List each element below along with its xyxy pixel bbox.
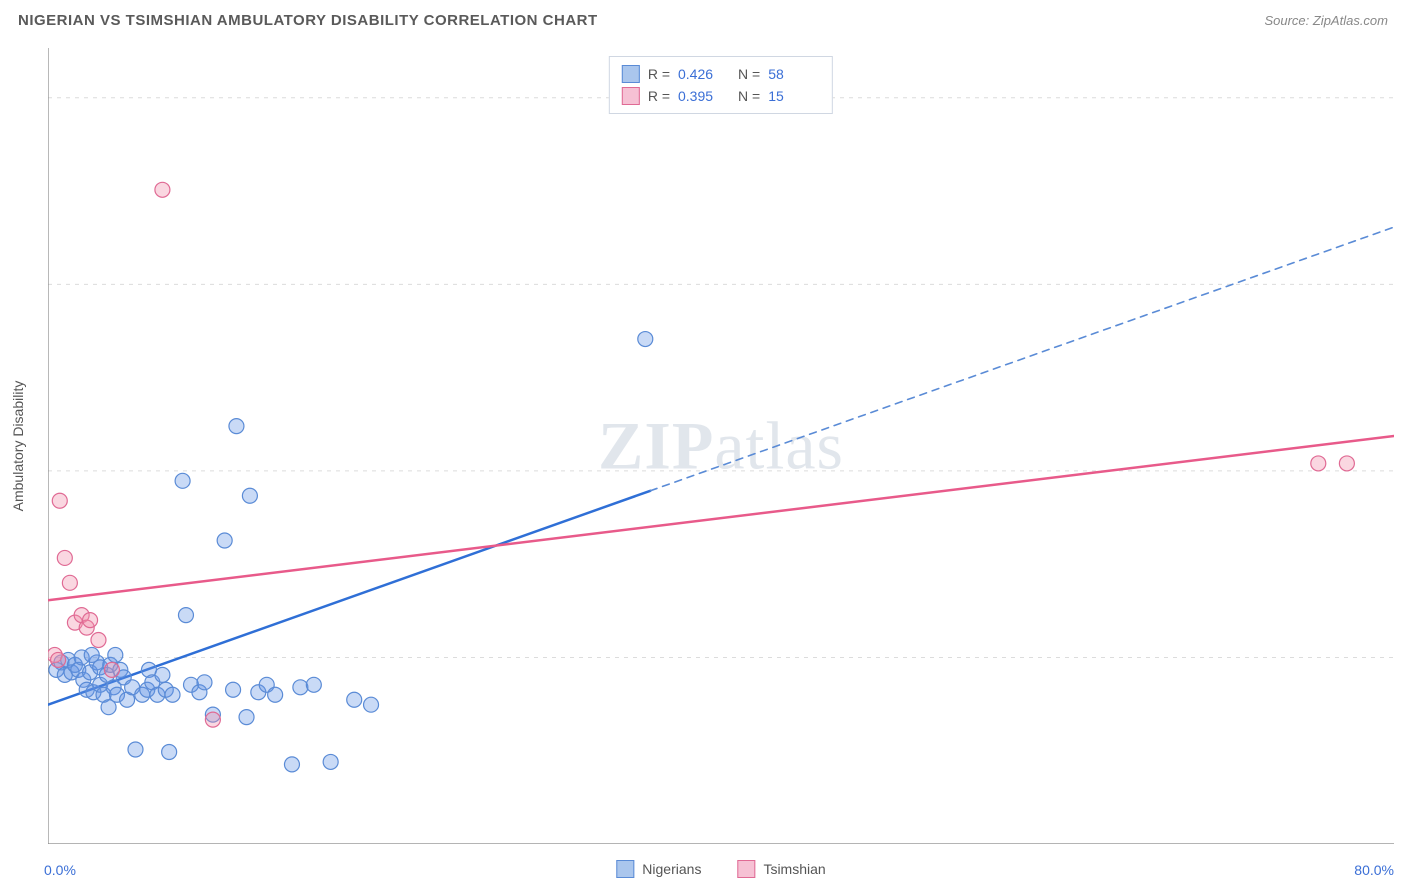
legend-swatch (622, 65, 640, 83)
chart-title: NIGERIAN VS TSIMSHIAN AMBULATORY DISABIL… (18, 12, 598, 29)
legend-series-label: Tsimshian (763, 861, 825, 877)
x-axis-max-label: 80.0% (1354, 862, 1394, 878)
legend-r-value: 0.395 (678, 88, 730, 104)
correlation-legend: R = 0.426 N = 58 R = 0.395 N = 15 (609, 56, 833, 114)
legend-n-label: N = (738, 66, 760, 82)
legend-swatch (622, 87, 640, 105)
chart-area: Ambulatory Disability ZIPatlas R =0.426N… (48, 48, 1394, 844)
y-tick-label: 22.5% (1396, 276, 1406, 292)
legend-n-value: 58 (768, 66, 820, 82)
x-axis-min-label: 0.0% (44, 862, 76, 878)
y-axis-label: Ambulatory Disability (10, 381, 26, 512)
legend-r-value: 0.426 (678, 66, 730, 82)
legend-swatch (737, 860, 755, 878)
y-tick-label: 30.0% (1396, 90, 1406, 106)
source-attribution: Source: ZipAtlas.com (1264, 13, 1388, 28)
legend-series-label: Nigerians (642, 861, 701, 877)
legend-r-label: R = (648, 88, 670, 104)
scatter-plot (48, 48, 1394, 844)
legend-n-value: 15 (768, 88, 820, 104)
legend-swatch (616, 860, 634, 878)
series-legend: Nigerians Tsimshian (616, 860, 825, 878)
y-tick-label: 7.5% (1396, 649, 1406, 665)
y-tick-label: 15.0% (1396, 463, 1406, 479)
legend-n-label: N = (738, 88, 760, 104)
legend-r-label: R = (648, 66, 670, 82)
